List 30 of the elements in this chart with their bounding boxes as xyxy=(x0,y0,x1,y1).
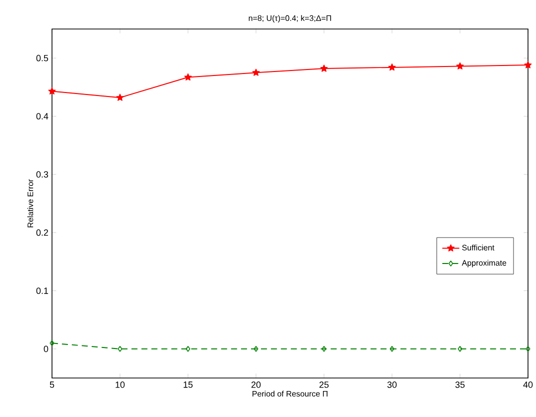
point xyxy=(526,346,530,352)
y-tick-label: 0.2 xyxy=(36,229,48,236)
point xyxy=(186,346,190,352)
point xyxy=(184,73,192,80)
x-tick-label: 5 xyxy=(50,382,54,388)
point xyxy=(50,340,54,346)
point xyxy=(390,346,394,352)
y-tick-label: 0.3 xyxy=(36,171,48,178)
x-tick-label: 40 xyxy=(523,382,533,388)
y-tick-label: 0.5 xyxy=(36,54,48,62)
y-tick-label: 0.4 xyxy=(36,113,48,120)
point xyxy=(456,62,464,70)
y-tick-label: 0.1 xyxy=(36,288,48,294)
x-tick-label: 20 xyxy=(251,382,261,388)
point xyxy=(252,68,260,76)
point xyxy=(322,346,326,352)
x-tick-label: 10 xyxy=(116,382,125,388)
x-tick-label: 30 xyxy=(387,382,397,388)
point xyxy=(388,64,396,71)
x-tick-label: 25 xyxy=(319,382,329,388)
point xyxy=(118,346,122,352)
x-tick-label: 35 xyxy=(455,382,465,388)
point xyxy=(524,61,532,68)
point xyxy=(458,346,462,352)
point xyxy=(320,64,328,72)
point xyxy=(116,94,124,101)
y-tick-label: 0 xyxy=(44,346,48,352)
point xyxy=(254,346,258,352)
point xyxy=(48,87,56,94)
x-tick-label: 15 xyxy=(184,382,193,388)
